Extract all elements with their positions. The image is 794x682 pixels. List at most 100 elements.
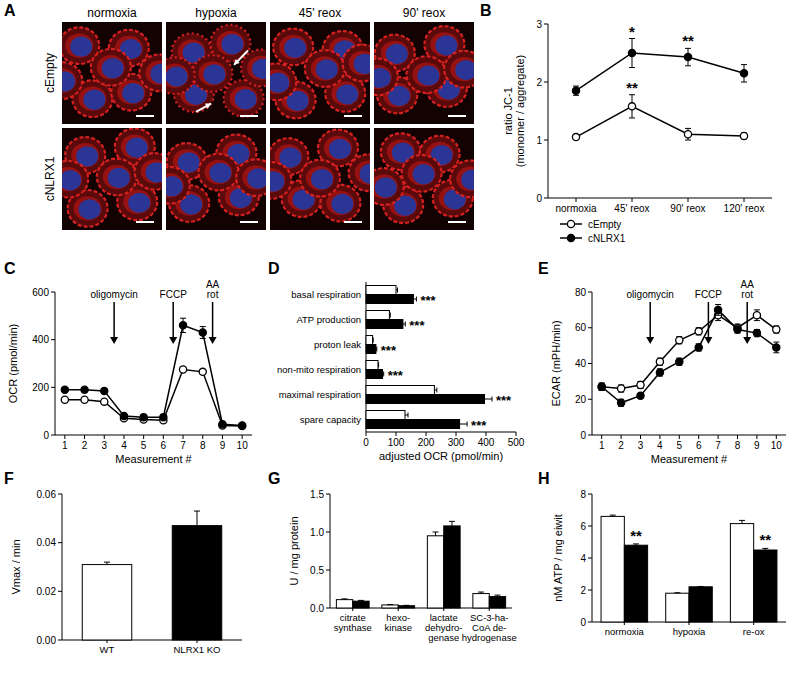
mitochondria xyxy=(450,57,474,81)
error-bar xyxy=(478,592,484,594)
error-bar xyxy=(762,548,768,550)
tick-label: 1 xyxy=(536,135,542,146)
x-axis xyxy=(366,432,516,433)
error-cap xyxy=(685,128,691,129)
legend-entry: cEmpty xyxy=(560,219,621,230)
tick-label: 6 xyxy=(580,521,586,532)
significance: ** xyxy=(759,531,771,548)
error-cap xyxy=(390,313,391,318)
error-cap xyxy=(629,117,635,118)
category-label: hexo-kinase xyxy=(385,612,412,633)
micrograph xyxy=(166,128,266,230)
error-bar xyxy=(434,388,436,393)
error-cap xyxy=(610,515,616,516)
annotation: FCCP xyxy=(160,289,188,300)
nucleus xyxy=(354,54,370,74)
category-label: NLRX1 KO xyxy=(174,644,221,655)
marker xyxy=(61,386,68,393)
category-label: hypoxia xyxy=(673,626,706,637)
mitochondria xyxy=(412,62,440,86)
panel-letter: A xyxy=(4,2,16,19)
bar xyxy=(366,361,378,370)
mitochondria xyxy=(305,50,345,87)
error-cap xyxy=(674,592,680,593)
tick-label: 120' reox xyxy=(724,203,765,214)
marker xyxy=(684,131,691,138)
mitochondria xyxy=(78,86,106,110)
significance: *** xyxy=(388,368,404,383)
scale-bar xyxy=(344,115,362,117)
tick-label: 45' reox xyxy=(614,203,649,214)
tick-label: 400 xyxy=(478,437,495,448)
category-label: lactatedehydro-genase xyxy=(425,612,463,643)
significance: *** xyxy=(420,293,436,308)
arrow-head xyxy=(704,337,712,344)
nucleus xyxy=(386,44,408,64)
tick xyxy=(601,435,602,439)
bar xyxy=(172,526,222,640)
error-bar xyxy=(741,133,747,139)
error-bar xyxy=(403,322,405,327)
plot-area xyxy=(366,286,492,429)
mitochondria xyxy=(62,62,82,99)
arrow xyxy=(196,104,211,112)
error-line xyxy=(460,424,468,425)
significance: *** xyxy=(471,418,487,433)
label-line: genase xyxy=(428,632,459,643)
bar xyxy=(366,411,405,420)
mitochondria xyxy=(408,161,436,185)
error-bar xyxy=(403,605,409,606)
bar xyxy=(366,286,396,295)
nucleus xyxy=(331,194,353,214)
panel-letter: C xyxy=(4,260,16,277)
mitochondria xyxy=(349,154,370,191)
axis-title: Measurement # xyxy=(115,453,192,465)
tick xyxy=(64,435,65,439)
tick xyxy=(516,432,517,436)
figure: Anormoxiahypoxia45' reox90' reoxcEmptycN… xyxy=(0,0,794,682)
tick xyxy=(744,198,745,202)
nucleus xyxy=(284,38,306,58)
nucleus xyxy=(102,58,124,78)
arrow xyxy=(234,51,248,65)
nucleus xyxy=(311,169,333,189)
nucleus xyxy=(122,83,144,103)
marker xyxy=(656,369,663,376)
tick xyxy=(588,435,592,436)
marker xyxy=(239,422,246,429)
error-cap xyxy=(715,304,721,305)
tick xyxy=(58,494,62,495)
tick xyxy=(326,570,330,571)
tick-label: 3 xyxy=(536,19,542,30)
mitochondria xyxy=(343,45,370,82)
nucleus xyxy=(203,64,225,84)
marker xyxy=(81,396,88,403)
error-bar xyxy=(460,422,468,427)
error-cap xyxy=(573,95,579,96)
category-label: re-ox xyxy=(743,626,765,637)
error-bar xyxy=(629,39,635,68)
marker xyxy=(140,414,147,421)
marker xyxy=(656,358,663,365)
micrograph xyxy=(62,22,162,124)
tick-label: 0 xyxy=(536,193,542,204)
nucleus xyxy=(279,147,301,167)
tick-label: 10 xyxy=(237,440,249,451)
error-cap xyxy=(494,595,500,596)
error-bar xyxy=(573,86,579,95)
marker xyxy=(219,421,226,428)
mitochondria xyxy=(74,196,102,220)
marker xyxy=(101,387,108,394)
mitochondria xyxy=(402,155,442,192)
bar xyxy=(427,536,443,608)
error-cap xyxy=(397,288,398,293)
error-bar xyxy=(599,383,605,390)
tick xyxy=(632,198,633,202)
label-line: rot xyxy=(207,289,219,300)
tick-label: 0.0 xyxy=(310,603,324,614)
micrograph xyxy=(62,128,162,230)
tick xyxy=(756,435,757,439)
tick xyxy=(588,399,592,400)
mitochondria xyxy=(166,57,195,94)
tick xyxy=(183,435,184,439)
